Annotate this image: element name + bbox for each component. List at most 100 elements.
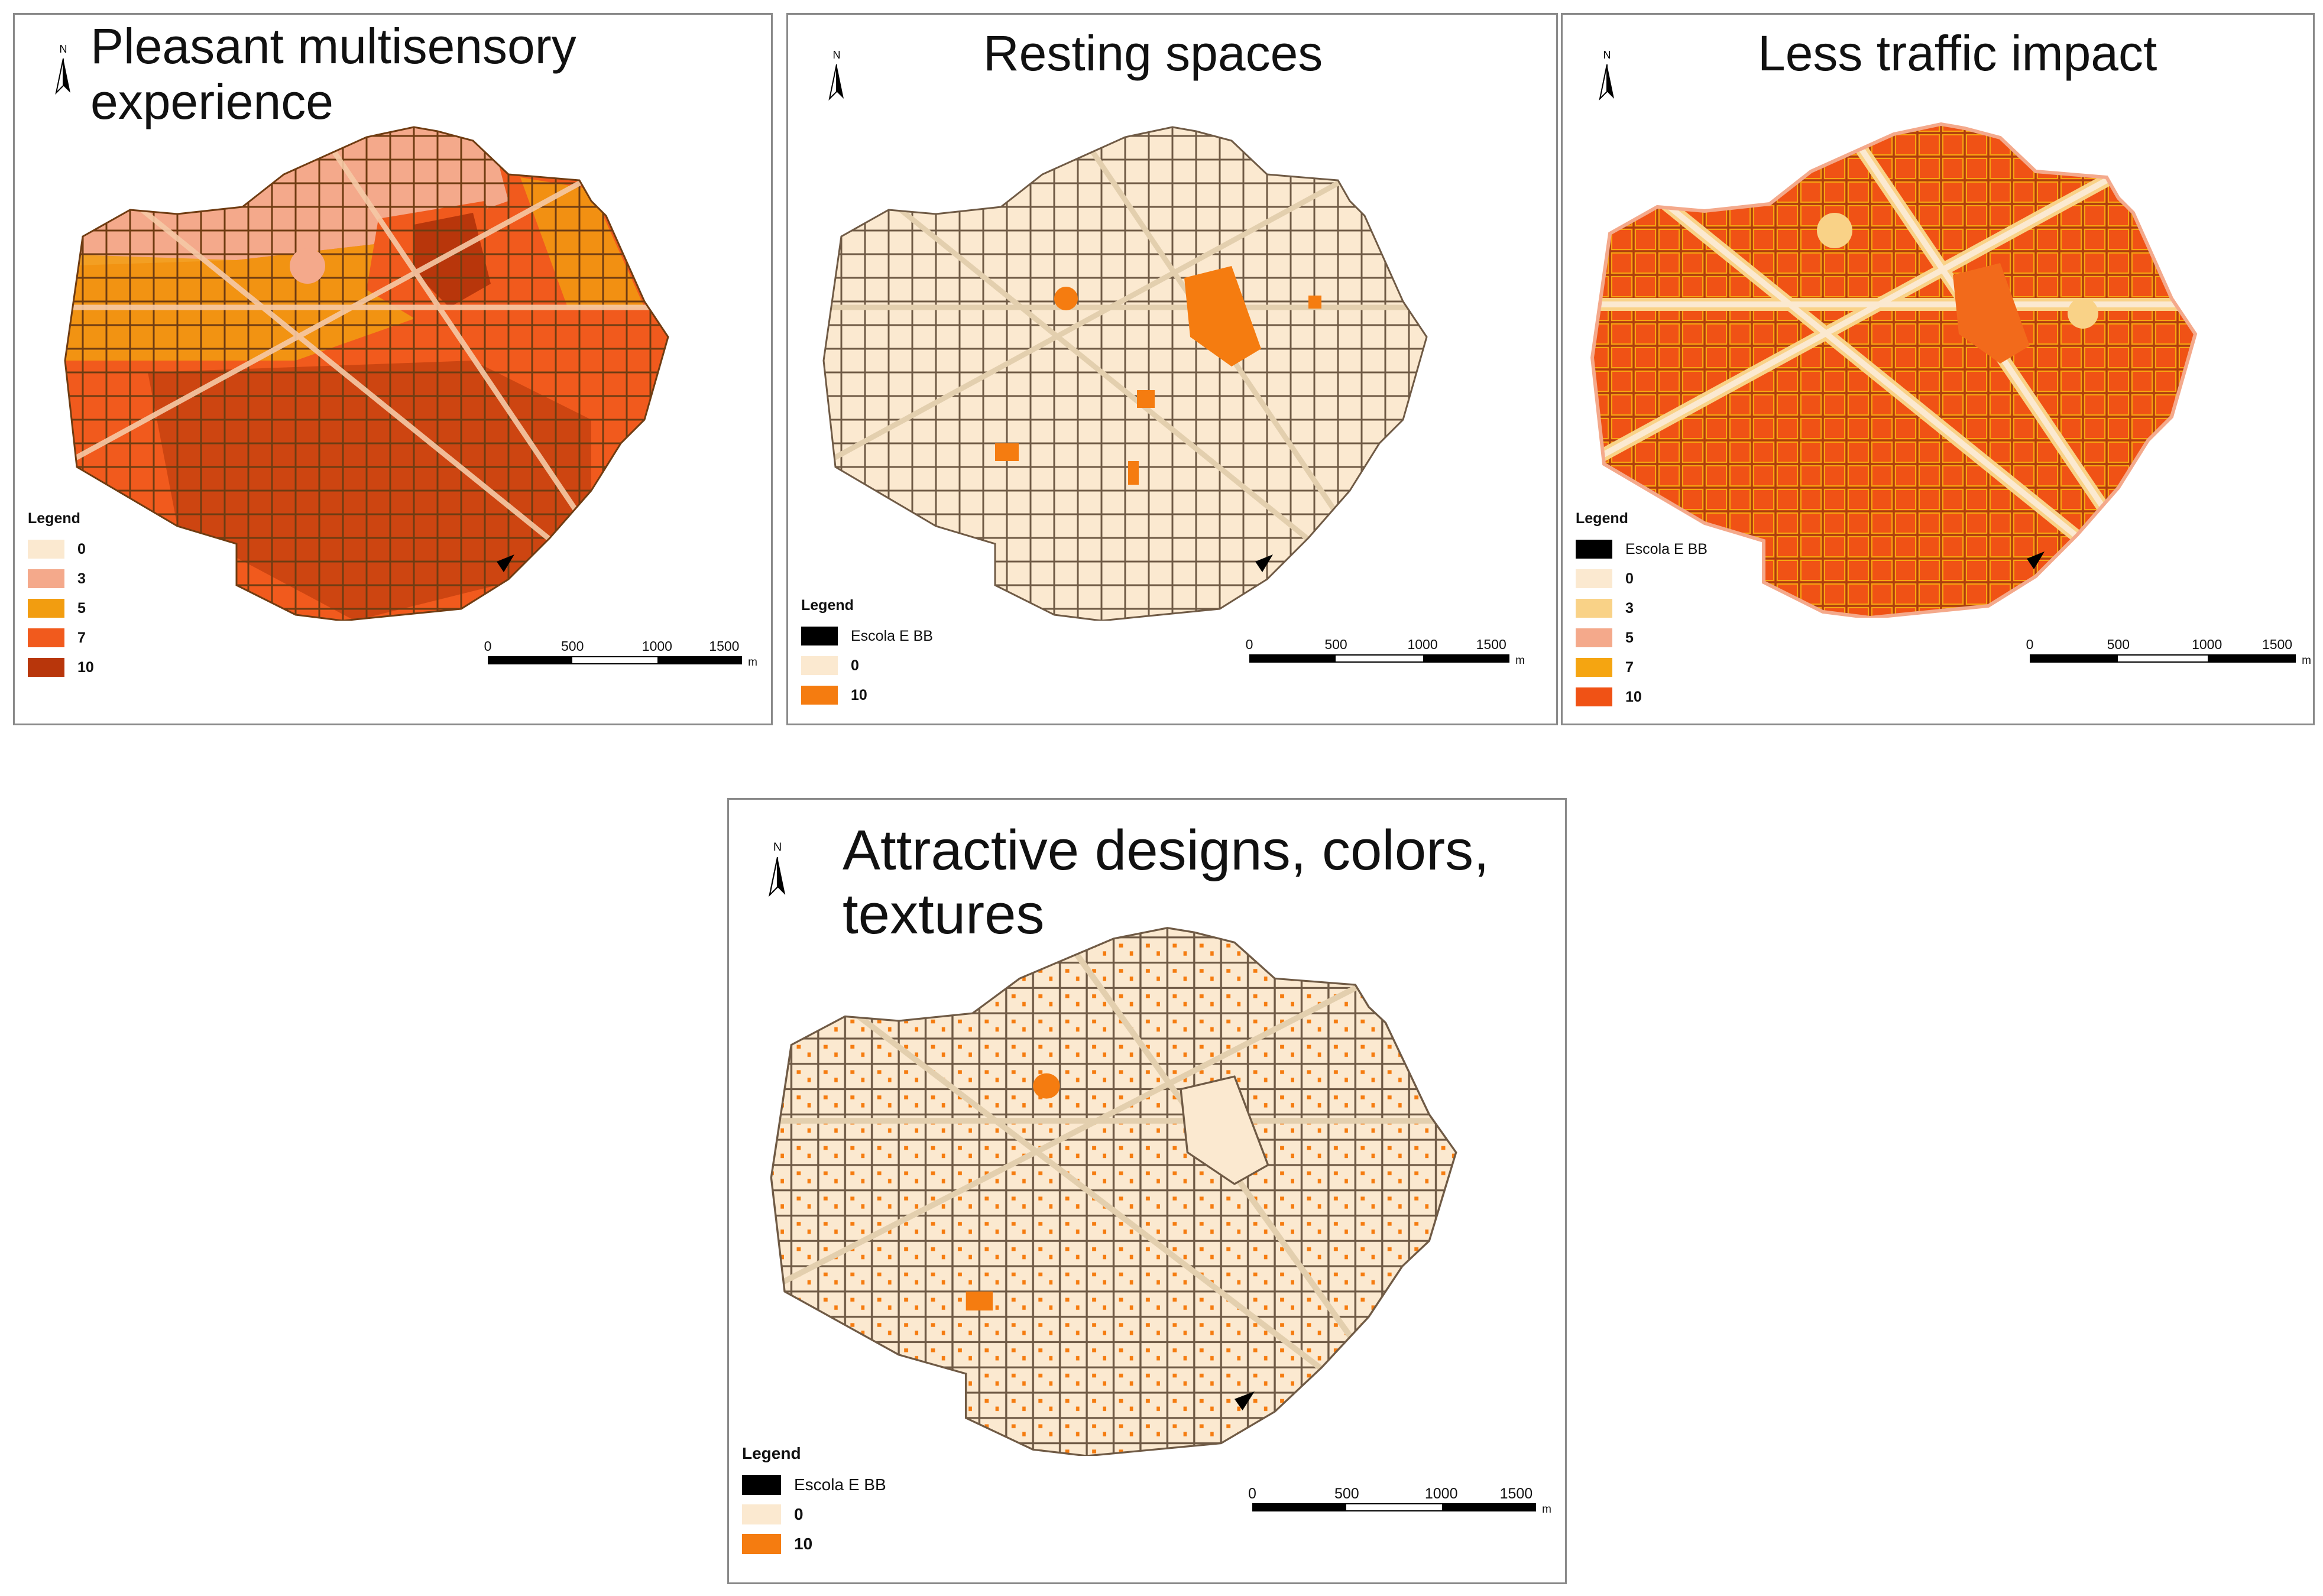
legend-swatch [28, 658, 64, 677]
map-panel-traffic: Less traffic impact N [1561, 13, 2315, 725]
scale-bar: 0 500 1000 1500 m [1248, 1485, 1551, 1516]
scale-tick: 1000 [2192, 637, 2222, 652]
north-arrow-icon: N [55, 43, 70, 95]
north-label: N [60, 43, 67, 55]
legend-item: Escola E BB [742, 1470, 886, 1500]
map-legend: Legend Escola E BB 0 3 5 7 10 [1576, 510, 1708, 712]
scale-tick: 0 [1245, 637, 1253, 652]
district-map-attractive [770, 927, 1457, 1456]
scale-tick: 1500 [1499, 1485, 1533, 1502]
title-line-1: Less traffic impact [1758, 25, 2157, 81]
scale-tick: 500 [561, 638, 584, 654]
legend-swatch [1576, 540, 1612, 559]
legend-label: 5 [1625, 629, 1634, 646]
panel-title: Resting spaces [983, 25, 1323, 81]
scale-tick: 0 [2026, 637, 2034, 652]
district-map-traffic [1590, 122, 2198, 618]
title-line-2: textures [843, 882, 1045, 946]
legend-swatch [801, 656, 838, 675]
legend-swatch [28, 628, 64, 647]
legend-label: 3 [77, 570, 86, 587]
legend-label: 5 [77, 599, 86, 617]
legend-swatch [1576, 628, 1612, 647]
legend-swatch [1576, 599, 1612, 618]
legend-item: 10 [28, 653, 94, 682]
north-arrow-icon: N [1599, 49, 1614, 101]
legend-swatch [801, 686, 838, 705]
legend-swatch [1576, 658, 1612, 677]
legend-item: Escola E BB [1576, 534, 1708, 564]
north-arrow-icon: N [768, 841, 786, 897]
scale-tick: 0 [1248, 1485, 1256, 1502]
legend-label: 3 [1625, 599, 1634, 617]
north-label: N [1603, 49, 1611, 61]
legend-swatch [801, 627, 838, 645]
north-label: N [773, 841, 782, 854]
scale-tick: 1000 [1407, 637, 1438, 652]
north-label: N [833, 49, 841, 61]
scale-unit: m [748, 656, 757, 669]
map-panel-resting: Resting spaces N [786, 13, 1558, 725]
panel-title: Pleasant multisensory experience [90, 18, 576, 129]
scale-tick: 0 [484, 638, 492, 654]
legend-item: 5 [28, 593, 94, 623]
legend-swatch [1576, 687, 1612, 706]
legend-item: 0 [742, 1500, 886, 1529]
map-legend: Legend Escola E BB 0 10 [742, 1444, 886, 1559]
legend-label-school: Escola E BB [1625, 540, 1708, 557]
scale-bar: 0 500 1000 1500 m [1245, 637, 1525, 667]
legend-label: 10 [77, 658, 94, 676]
legend-label: 7 [77, 629, 86, 646]
legend-item: Escola E BB [801, 621, 933, 651]
legend-item: 10 [742, 1529, 886, 1559]
map-legend: Legend Escola E BB 0 10 [801, 597, 933, 710]
legend-item: 0 [28, 534, 94, 564]
map-legend: Legend 0 3 5 7 10 [28, 510, 94, 682]
legend-item: 5 [1576, 623, 1708, 653]
legend-title: Legend [801, 597, 854, 614]
legend-item: 7 [1576, 653, 1708, 682]
legend-swatch [742, 1504, 781, 1524]
legend-swatch [742, 1534, 781, 1554]
legend-item: 0 [1576, 564, 1708, 593]
scale-bar: 0 500 1000 1500 m [2026, 637, 2311, 667]
scale-tick: 500 [2107, 637, 2130, 652]
district-map-resting [822, 126, 1428, 621]
scale-bar: 0 500 1000 1500 m [484, 638, 757, 669]
legend-label-school: Escola E BB [851, 627, 933, 644]
legend-item: 7 [28, 623, 94, 653]
district-map-multisensory [64, 126, 669, 621]
legend-item: 3 [28, 564, 94, 593]
panel-title: Attractive designs, colors, textures [843, 819, 1489, 946]
legend-swatch [28, 569, 64, 588]
title-line-1: Pleasant multisensory [90, 18, 576, 74]
legend-item: 0 [801, 651, 933, 680]
legend-swatch [742, 1475, 781, 1495]
legend-label: 0 [851, 657, 859, 674]
legend-swatch [1576, 569, 1612, 588]
scale-unit: m [1515, 654, 1525, 667]
legend-label: 10 [794, 1535, 813, 1553]
scale-tick: 1500 [709, 638, 740, 654]
legend-item: 10 [801, 680, 933, 710]
legend-label: 0 [1625, 570, 1634, 587]
legend-swatch [28, 599, 64, 618]
legend-title: Legend [742, 1444, 801, 1462]
legend-item: 3 [1576, 593, 1708, 623]
scale-tick: 500 [1324, 637, 1347, 652]
scale-tick: 1500 [1476, 637, 1506, 652]
scale-tick: 500 [1334, 1485, 1359, 1502]
title-line-1: Resting spaces [983, 25, 1323, 81]
legend-swatch [28, 540, 64, 559]
title-line-1: Attractive designs, colors, [843, 819, 1489, 882]
map-panel-attractive: Attractive designs, colors, textures N [727, 798, 1567, 1584]
map-panel-multisensory: Pleasant multisensory experience N [13, 13, 773, 725]
north-arrow-icon: N [828, 49, 844, 101]
scale-unit: m [1542, 1503, 1551, 1516]
scale-tick: 1000 [1424, 1485, 1458, 1502]
panel-title: Less traffic impact [1758, 25, 2157, 81]
legend-title: Legend [1576, 510, 1628, 527]
legend-label-school: Escola E BB [794, 1475, 886, 1494]
legend-label: 0 [77, 540, 86, 557]
scale-tick: 1500 [2262, 637, 2293, 652]
